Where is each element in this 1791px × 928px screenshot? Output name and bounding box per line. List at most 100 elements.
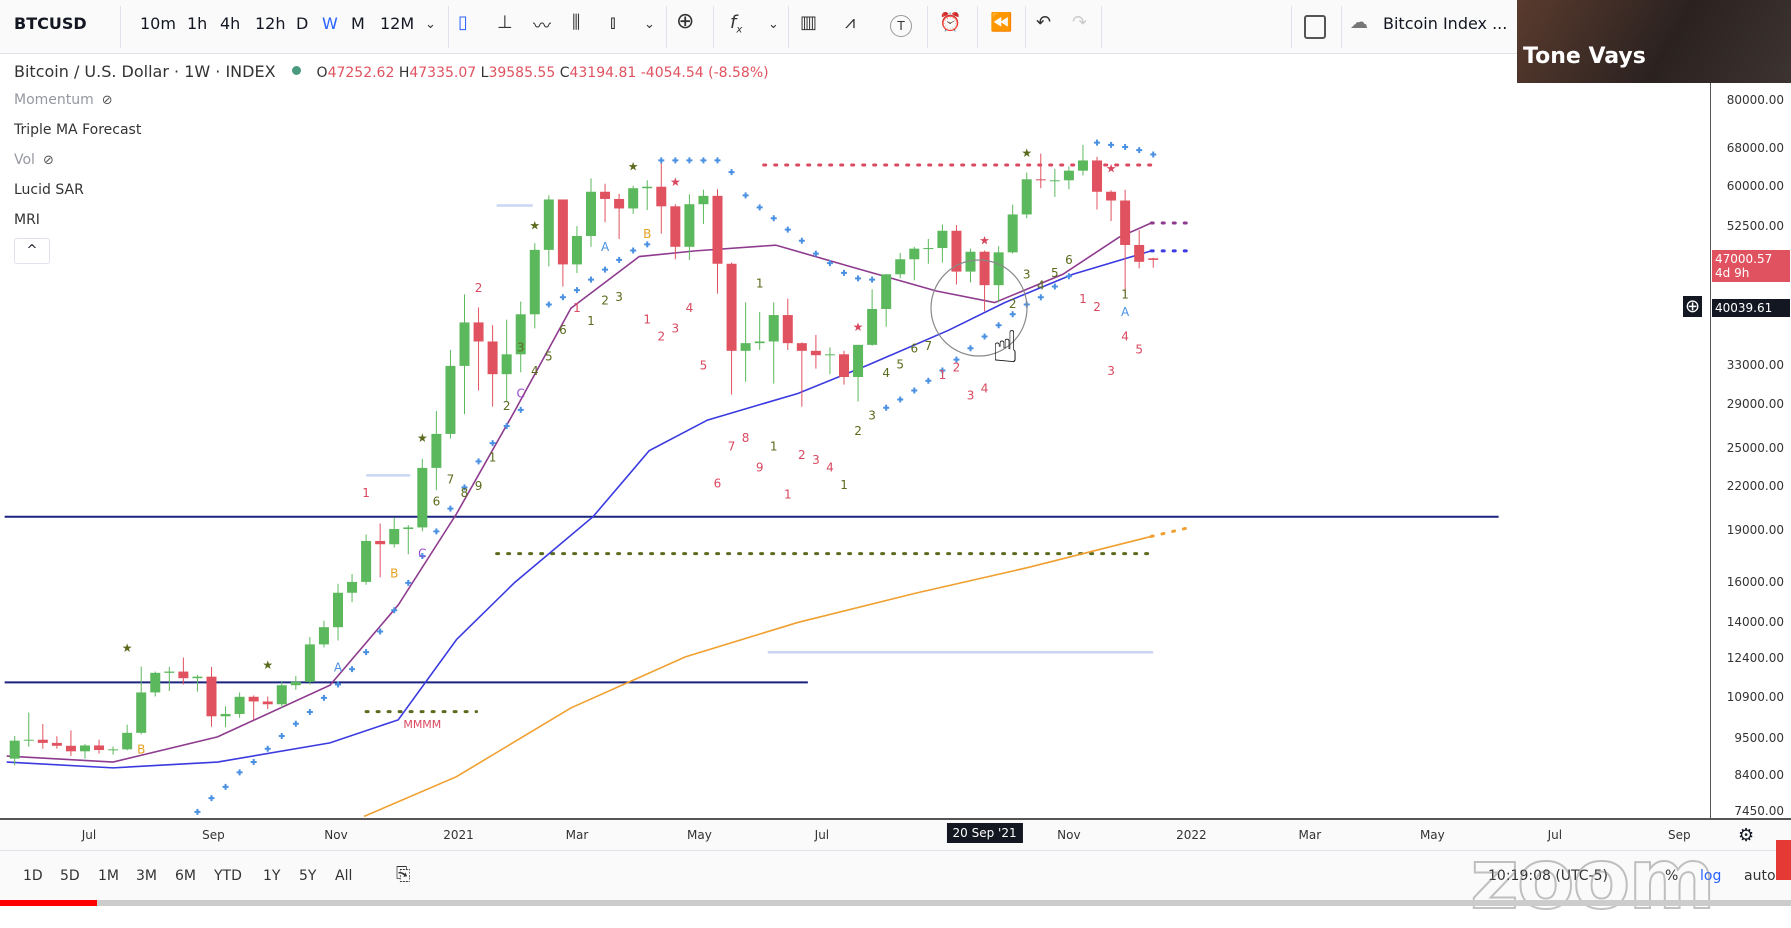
time-tick: May (1419, 828, 1445, 842)
chevron-down-icon[interactable]: ⌄ (644, 17, 655, 32)
settings-gear-icon[interactable]: ⚙ (1738, 825, 1755, 846)
indicator-vol[interactable]: Vol ⊘ (14, 152, 54, 168)
drawn-circle (930, 259, 1028, 357)
indicator-label: Lucid SAR (14, 182, 84, 198)
fullscreen-icon[interactable] (1304, 15, 1326, 39)
sar-point (855, 275, 862, 282)
range-ytd[interactable]: YTD (214, 868, 242, 884)
interval-12h[interactable]: 12h (255, 14, 286, 33)
indicator-momentum[interactable]: Momentum ⊘ (14, 92, 113, 108)
zoom-watermark: zoom (1469, 829, 1717, 928)
interval-4h[interactable]: 4h (220, 14, 241, 33)
go-to-date-icon[interactable]: ⎘ (396, 864, 411, 885)
interval-d[interactable]: D (296, 14, 309, 33)
td-count-label: MMMM (403, 718, 441, 731)
indicator-mri[interactable]: MRI (14, 212, 40, 228)
td-count-label: B (390, 566, 398, 580)
divider (977, 6, 978, 48)
sar-point (545, 301, 552, 308)
bars-icon[interactable]: ⊥ (497, 12, 513, 33)
subscribe-badge[interactable] (1776, 840, 1791, 880)
range-3m[interactable]: 3M (136, 868, 157, 884)
interval-1h[interactable]: 1h (187, 14, 208, 33)
sar-point (1122, 144, 1129, 151)
undo-icon[interactable]: ↶ (1036, 12, 1052, 33)
indicator-lucid-sar[interactable]: Lucid SAR (14, 182, 84, 198)
range-5y[interactable]: 5Y (299, 868, 317, 884)
symbol-search[interactable]: BTCUSD (14, 14, 87, 33)
indicators-fx-icon[interactable]: fx (730, 12, 743, 36)
td-count-label: 2 (953, 360, 961, 374)
candles-icon[interactable]: ▯ (458, 12, 468, 33)
sar-point (644, 241, 651, 248)
templates-icon[interactable]: ⩘ (845, 12, 856, 33)
heikin-ashi-icon[interactable]: ⫾ (610, 12, 616, 33)
td-count-label: 1 (770, 439, 778, 453)
sar-point (1108, 141, 1115, 148)
candle-body (1106, 191, 1117, 201)
text-icon[interactable]: T (890, 15, 912, 37)
td-count-label: 3 (615, 290, 623, 304)
hollow-candles-icon[interactable]: ⫼ (572, 12, 581, 33)
interval-12m[interactable]: 12M (380, 14, 415, 33)
redo-icon[interactable]: ↷ (1072, 12, 1088, 33)
td-count-label: 1 (573, 301, 581, 315)
clock-time[interactable]: 10:19:08 (UTC-5) (1488, 868, 1608, 884)
interval-w[interactable]: W (322, 14, 338, 33)
moving-average-line (6, 222, 1152, 763)
td-count-label: 1 (1121, 288, 1129, 302)
td-count-label: ★ (1106, 162, 1117, 176)
sar-point (588, 276, 594, 283)
divider (1101, 6, 1102, 48)
sar-point (897, 396, 904, 403)
interval-m[interactable]: M (351, 14, 365, 33)
range-1m[interactable]: 1M (98, 868, 119, 884)
range-all[interactable]: All (335, 868, 353, 884)
indicator-triple-ma-forecast[interactable]: Triple MA Forecast (14, 122, 141, 138)
eye-off-icon[interactable]: ⊘ (101, 93, 113, 108)
td-count-label: 1 (643, 313, 651, 327)
chevron-down-icon[interactable]: ⌄ (768, 17, 779, 32)
time-axis[interactable]: ⚙ Jul Sep Nov 2021 Mar May Jul Nov 2022 Mar May Jul… (0, 818, 1791, 852)
candle-body (473, 322, 484, 342)
line-icon[interactable]: 〰 (533, 16, 551, 37)
chevron-down-icon[interactable]: ⌄ (425, 17, 436, 32)
sar-point (334, 681, 341, 688)
td-count-label: 7 (447, 472, 455, 486)
time-tick: Jul (814, 828, 830, 842)
td-count-label: ★ (417, 431, 428, 445)
video-progress-bar[interactable] (0, 900, 1791, 906)
price-axis[interactable]: 80000.00 68000.00 60000.00 52500.00 33000.00… (1710, 53, 1791, 818)
replay-icon[interactable]: ⏪ (990, 12, 1013, 33)
td-count-label: 6 (1065, 253, 1073, 267)
alert-icon[interactable]: ⏰ (939, 12, 962, 33)
add-alert-plus-icon[interactable]: ⊕ (1683, 295, 1703, 317)
sar-point (278, 732, 285, 739)
sar-point (1150, 151, 1157, 158)
candle-body (993, 252, 1004, 286)
range-5d[interactable]: 5D (60, 868, 80, 884)
interval-10m[interactable]: 10m (140, 14, 176, 33)
financials-icon[interactable]: ▥ (800, 12, 818, 33)
candle-body (782, 315, 793, 344)
range-1d[interactable]: 1D (23, 868, 43, 884)
range-1y[interactable]: 1Y (263, 868, 281, 884)
td-count-label: C (517, 386, 525, 400)
time-tick: Nov (1057, 828, 1081, 842)
eye-off-icon[interactable]: ⊘ (42, 153, 54, 168)
sar-point (292, 720, 299, 727)
time-tick: Nov (324, 828, 348, 842)
auto-toggle[interactable]: auto (1744, 868, 1776, 884)
crosshair-price-label: 40039.61 (1712, 298, 1790, 317)
add-compare-icon[interactable]: ⊕ (676, 9, 695, 34)
collapse-legend-button[interactable]: ^ (14, 238, 50, 264)
log-toggle[interactable]: log (1700, 868, 1722, 884)
bar-countdown: 4d 9h (1715, 265, 1750, 280)
percent-toggle[interactable]: % (1665, 868, 1679, 884)
sar-point (1136, 147, 1143, 154)
range-6m[interactable]: 6M (175, 868, 196, 884)
candle-body (1120, 200, 1131, 245)
sar-point (489, 440, 496, 447)
layout-name[interactable]: Bitcoin Index ... (1383, 14, 1508, 33)
